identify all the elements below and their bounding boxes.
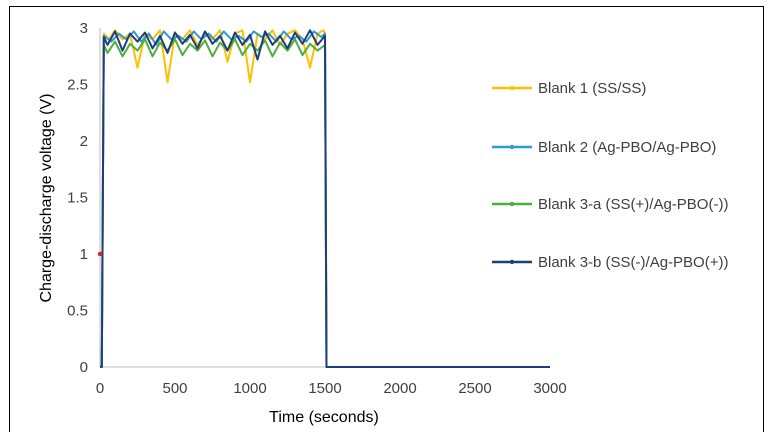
series-line-3 xyxy=(100,38,550,368)
y-tick-label: 2.5 xyxy=(67,77,88,94)
x-tick-label: 1500 xyxy=(308,380,341,397)
y-axis-title-group: Charge-discharge voltage (V) xyxy=(38,94,55,303)
x-tick-label: 3000 xyxy=(533,380,566,397)
legend-marker-2 xyxy=(509,144,515,150)
y-tick-label: 1 xyxy=(80,246,88,263)
legend-label-4: Blank 3-b (SS(-)/Ag-PBO(+)) xyxy=(538,254,728,271)
legend-marker-1 xyxy=(509,85,515,91)
series-layer xyxy=(97,29,550,368)
legend-label-3: Blank 3-a (SS(+)/Ag-PBO(-)) xyxy=(538,196,728,213)
y-tick-label: 0 xyxy=(80,359,88,376)
x-tick-label: 500 xyxy=(162,380,187,397)
chart-frame xyxy=(9,6,764,432)
y-axis-title: Charge-discharge voltage (V) xyxy=(38,94,55,303)
y-tick-label: 2 xyxy=(80,133,88,150)
x-tick-label: 2500 xyxy=(458,380,491,397)
x-tick-label: 0 xyxy=(96,380,104,397)
x-axis-title: Time (seconds) xyxy=(269,409,379,426)
legend-marker-3 xyxy=(509,201,515,207)
legend: Blank 1 (SS/SS) Blank 2 (Ag-PBO/Ag-PBO) Bl… xyxy=(492,80,728,271)
axes: 0 0.5 1 1.5 2 2.5 3 0 500 1000 1500 2000 2500 3000 xyxy=(67,20,567,397)
y-tick-label: 3 xyxy=(80,20,88,37)
legend-label-1: Blank 1 (SS/SS) xyxy=(538,80,646,97)
legend-label-2: Blank 2 (Ag-PBO/Ag-PBO) xyxy=(538,139,716,156)
legend-marker-4 xyxy=(509,259,515,265)
y-tick-label: 1.5 xyxy=(67,190,88,207)
y-tick-label: 0.5 xyxy=(67,303,88,320)
series-line-2 xyxy=(100,30,550,368)
x-tick-label: 1000 xyxy=(233,380,266,397)
x-tick-label: 2000 xyxy=(383,380,416,397)
data-point-marker xyxy=(97,251,103,257)
series-line-4 xyxy=(100,29,550,368)
